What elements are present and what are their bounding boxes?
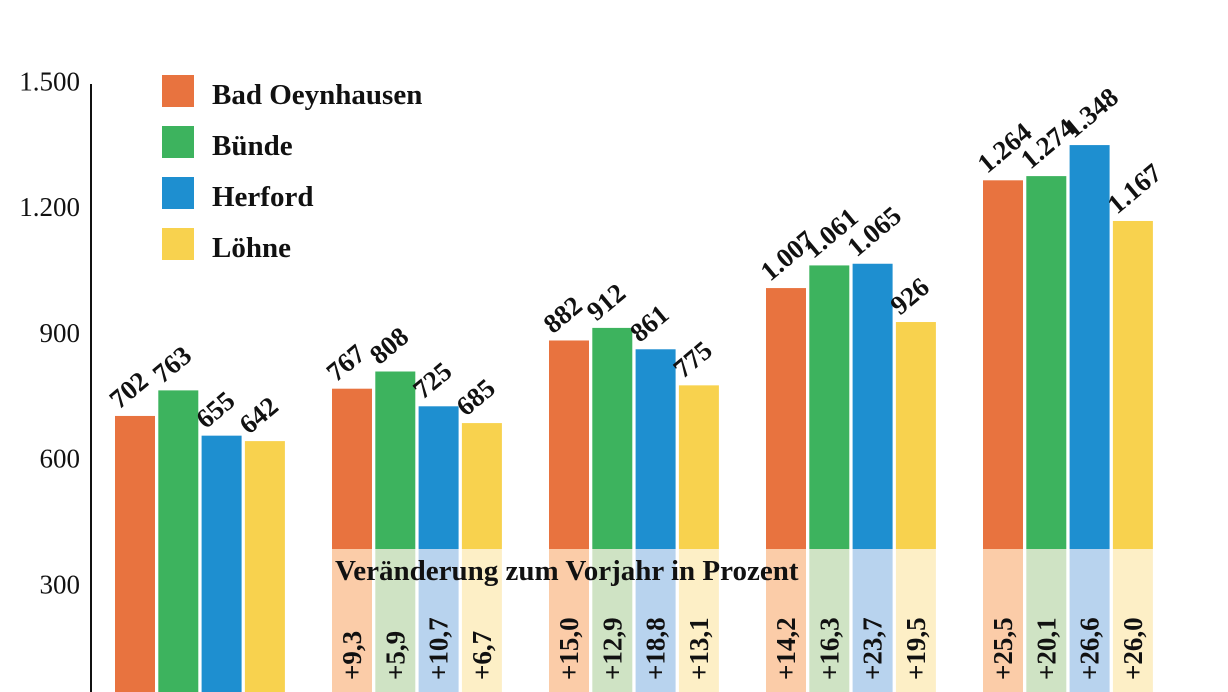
bar xyxy=(592,327,633,549)
change-box xyxy=(332,549,372,692)
bar xyxy=(809,265,850,549)
change-label: +25,5 xyxy=(988,617,1018,680)
change-box xyxy=(418,549,459,692)
value-label: 882 xyxy=(538,290,588,339)
legend-swatch xyxy=(162,75,194,107)
bar xyxy=(1112,220,1153,549)
change-annotation: Veränderung zum Vorjahr in Prozent xyxy=(335,555,799,587)
legend-swatch xyxy=(162,228,194,260)
change-box xyxy=(549,549,589,692)
value-label: 767 xyxy=(321,338,371,387)
change-box xyxy=(809,549,850,692)
change-label: +12,9 xyxy=(597,617,627,680)
bar xyxy=(115,415,155,692)
change-label: +16,3 xyxy=(814,617,844,680)
change-box xyxy=(983,549,1023,692)
change-label: +14,2 xyxy=(771,617,801,680)
change-box xyxy=(461,549,502,692)
change-label: +23,7 xyxy=(858,617,888,680)
change-label: +9,3 xyxy=(337,631,367,680)
y-tick-label: 1.200 xyxy=(19,192,80,222)
bar xyxy=(983,180,1023,549)
change-label: +15,0 xyxy=(554,617,584,680)
change-box xyxy=(895,549,936,692)
legend-label: Löhne xyxy=(212,232,291,264)
value-label: 702 xyxy=(104,366,154,415)
change-box xyxy=(678,549,719,692)
legend-label: Bad Oeynhausen xyxy=(212,79,422,111)
change-label: +26,6 xyxy=(1075,617,1105,680)
change-box xyxy=(635,549,676,692)
bar xyxy=(549,340,589,549)
change-box xyxy=(1069,549,1110,692)
bar xyxy=(418,406,459,549)
legend-label: Herford xyxy=(212,181,313,213)
change-box xyxy=(592,549,633,692)
change-box xyxy=(1026,549,1067,692)
y-tick-label: 1.500 xyxy=(19,66,80,96)
value-label: 763 xyxy=(147,340,197,389)
legend-label: Bünde xyxy=(212,130,293,162)
bar xyxy=(158,390,199,692)
bar xyxy=(1026,176,1067,549)
y-tick-label: 900 xyxy=(40,318,81,348)
bar xyxy=(461,423,502,549)
value-label: 1.065 xyxy=(841,200,907,262)
change-label: +26,0 xyxy=(1118,617,1148,680)
y-tick-label: 600 xyxy=(40,444,81,474)
bar xyxy=(852,263,893,549)
change-box xyxy=(1112,549,1153,692)
value-label: 642 xyxy=(233,391,283,440)
change-label: +19,5 xyxy=(901,617,931,680)
bars-layer xyxy=(115,145,1153,692)
value-label: 808 xyxy=(364,321,414,370)
change-box xyxy=(766,549,806,692)
legend: Bad Oeynhausen Bünde Herford Löhne xyxy=(162,75,422,264)
bar xyxy=(332,388,372,549)
change-label: +5,9 xyxy=(380,631,410,680)
change-label: +6,7 xyxy=(467,631,497,680)
change-box xyxy=(375,549,416,692)
change-label: +20,1 xyxy=(1031,617,1061,680)
change-label: +13,1 xyxy=(684,617,714,680)
bar xyxy=(244,441,285,692)
value-label: 1.167 xyxy=(1101,158,1167,220)
bar xyxy=(635,349,676,549)
change-label: +18,8 xyxy=(641,617,671,680)
value-label: 912 xyxy=(581,277,631,326)
bar xyxy=(678,385,719,549)
bar xyxy=(375,371,416,549)
bar xyxy=(201,435,242,692)
bar xyxy=(895,322,936,549)
y-tick-label: 300 xyxy=(40,570,81,600)
legend-swatch xyxy=(162,126,194,158)
legend-swatch xyxy=(162,177,194,209)
change-box xyxy=(852,549,893,692)
bar xyxy=(766,288,806,549)
change-label: +10,7 xyxy=(424,617,454,680)
bar xyxy=(1069,145,1110,549)
